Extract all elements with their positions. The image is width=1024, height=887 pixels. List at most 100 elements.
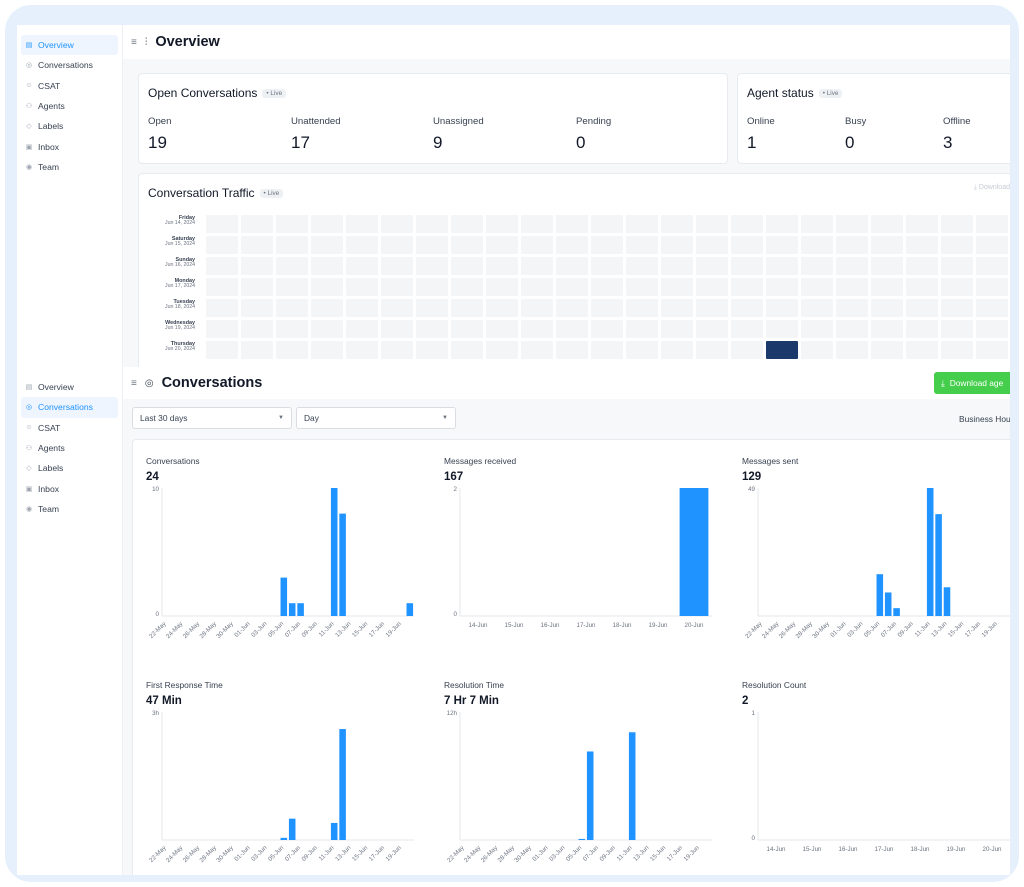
heatmap-cell[interactable] [976, 236, 1008, 254]
heatmap-cell[interactable] [941, 320, 973, 338]
heatmap-cell[interactable] [836, 299, 868, 317]
heatmap-cell[interactable] [276, 236, 308, 254]
heatmap-cell[interactable] [521, 341, 553, 359]
heatmap-cell[interactable] [311, 236, 343, 254]
heatmap-cell[interactable] [696, 320, 728, 338]
heatmap-cell[interactable] [381, 236, 413, 254]
heatmap-cell[interactable] [276, 299, 308, 317]
heatmap-cell[interactable] [206, 215, 238, 233]
heatmap-cell[interactable] [696, 299, 728, 317]
sidebar-item-team[interactable]: ◉ Team [17, 499, 122, 519]
heatmap-cell[interactable] [241, 320, 273, 338]
heatmap-cell[interactable] [871, 257, 903, 275]
sidebar-item-csat[interactable]: ☺ CSAT [17, 76, 122, 96]
heatmap-cell[interactable] [206, 299, 238, 317]
heatmap-cell[interactable] [871, 341, 903, 359]
date-range-select[interactable]: Last 30 days ▼ [132, 407, 292, 429]
heatmap-cell[interactable] [871, 236, 903, 254]
heatmap-cell[interactable] [276, 341, 308, 359]
heatmap-cell[interactable] [486, 236, 518, 254]
heatmap-cell[interactable] [836, 278, 868, 296]
heatmap-cell[interactable] [556, 278, 588, 296]
heatmap-cell[interactable] [906, 320, 938, 338]
heatmap-cell[interactable] [521, 257, 553, 275]
heatmap-cell[interactable] [906, 299, 938, 317]
heatmap-cell[interactable] [731, 320, 763, 338]
heatmap-cell[interactable] [241, 236, 273, 254]
heatmap-cell[interactable] [241, 215, 273, 233]
group-by-select[interactable]: Day ▼ [296, 407, 456, 429]
sidebar-item-inbox[interactable]: ▣ Inbox [17, 136, 122, 156]
menu-icon[interactable]: ≡ [131, 377, 137, 389]
heatmap-cell[interactable] [486, 278, 518, 296]
heatmap-cell[interactable] [696, 215, 728, 233]
sidebar-item-agents[interactable]: ⚇ Agents [17, 438, 122, 458]
heatmap-cell[interactable] [346, 257, 378, 275]
heatmap-cell[interactable] [416, 215, 448, 233]
heatmap-cell[interactable] [836, 341, 868, 359]
heatmap-cell[interactable] [941, 236, 973, 254]
heatmap-cell[interactable] [801, 278, 833, 296]
heatmap-cell[interactable] [696, 341, 728, 359]
sidebar-item-csat[interactable]: ☺ CSAT [17, 418, 122, 438]
heatmap-cell[interactable] [696, 236, 728, 254]
heatmap-cell[interactable] [801, 341, 833, 359]
heatmap-cell[interactable] [311, 215, 343, 233]
heatmap-cell[interactable] [661, 257, 693, 275]
heatmap-cell[interactable] [661, 215, 693, 233]
heatmap-cell[interactable] [486, 215, 518, 233]
heatmap-cell[interactable] [451, 278, 483, 296]
heatmap-cell[interactable] [766, 320, 798, 338]
business-hours-toggle-label[interactable]: Business Hou [959, 414, 1010, 424]
heatmap-cell[interactable] [801, 320, 833, 338]
heatmap-cell[interactable] [521, 215, 553, 233]
heatmap-cell[interactable] [906, 341, 938, 359]
heatmap-cell[interactable] [451, 257, 483, 275]
heatmap-cell[interactable] [766, 236, 798, 254]
heatmap-cell[interactable] [556, 341, 588, 359]
heatmap-cell[interactable] [941, 278, 973, 296]
heatmap-cell[interactable] [941, 257, 973, 275]
heatmap-cell[interactable] [346, 320, 378, 338]
heatmap-cell[interactable] [766, 215, 798, 233]
heatmap-cell[interactable] [206, 341, 238, 359]
heatmap-cell[interactable] [381, 215, 413, 233]
heatmap-cell[interactable] [416, 278, 448, 296]
sidebar-item-conversations[interactable]: ◎ Conversations [17, 55, 122, 75]
heatmap-cell[interactable] [696, 278, 728, 296]
heatmap-cell[interactable] [521, 278, 553, 296]
heatmap-cell[interactable] [346, 341, 378, 359]
heatmap-cell[interactable] [241, 278, 273, 296]
heatmap-cell[interactable] [976, 341, 1008, 359]
heatmap-cell[interactable] [871, 320, 903, 338]
heatmap-cell[interactable] [941, 299, 973, 317]
heatmap-cell[interactable] [276, 215, 308, 233]
heatmap-cell[interactable] [836, 215, 868, 233]
heatmap-cell[interactable] [591, 278, 623, 296]
heatmap-cell[interactable] [626, 215, 658, 233]
heatmap-cell[interactable] [451, 341, 483, 359]
heatmap-cell[interactable] [871, 299, 903, 317]
heatmap-cell[interactable] [941, 215, 973, 233]
heatmap-cell[interactable] [416, 341, 448, 359]
heatmap-cell[interactable] [486, 320, 518, 338]
heatmap-cell[interactable] [556, 236, 588, 254]
heatmap-cell[interactable] [346, 278, 378, 296]
heatmap-cell[interactable] [836, 257, 868, 275]
heatmap-cell[interactable] [381, 320, 413, 338]
heatmap-cell[interactable] [206, 236, 238, 254]
heatmap-cell[interactable] [486, 299, 518, 317]
heatmap-cell[interactable] [941, 341, 973, 359]
heatmap-cell[interactable] [731, 257, 763, 275]
heatmap-cell[interactable] [416, 257, 448, 275]
heatmap-cell[interactable] [206, 257, 238, 275]
heatmap-cell[interactable] [556, 257, 588, 275]
heatmap-cell[interactable] [241, 299, 273, 317]
heatmap-cell[interactable] [486, 341, 518, 359]
heatmap-cell[interactable] [906, 215, 938, 233]
heatmap-cell[interactable] [696, 257, 728, 275]
heatmap-cell[interactable] [731, 299, 763, 317]
sidebar-item-conversations[interactable]: ◎ Conversations [21, 397, 118, 418]
heatmap-cell[interactable] [311, 299, 343, 317]
heatmap-cell[interactable] [766, 299, 798, 317]
